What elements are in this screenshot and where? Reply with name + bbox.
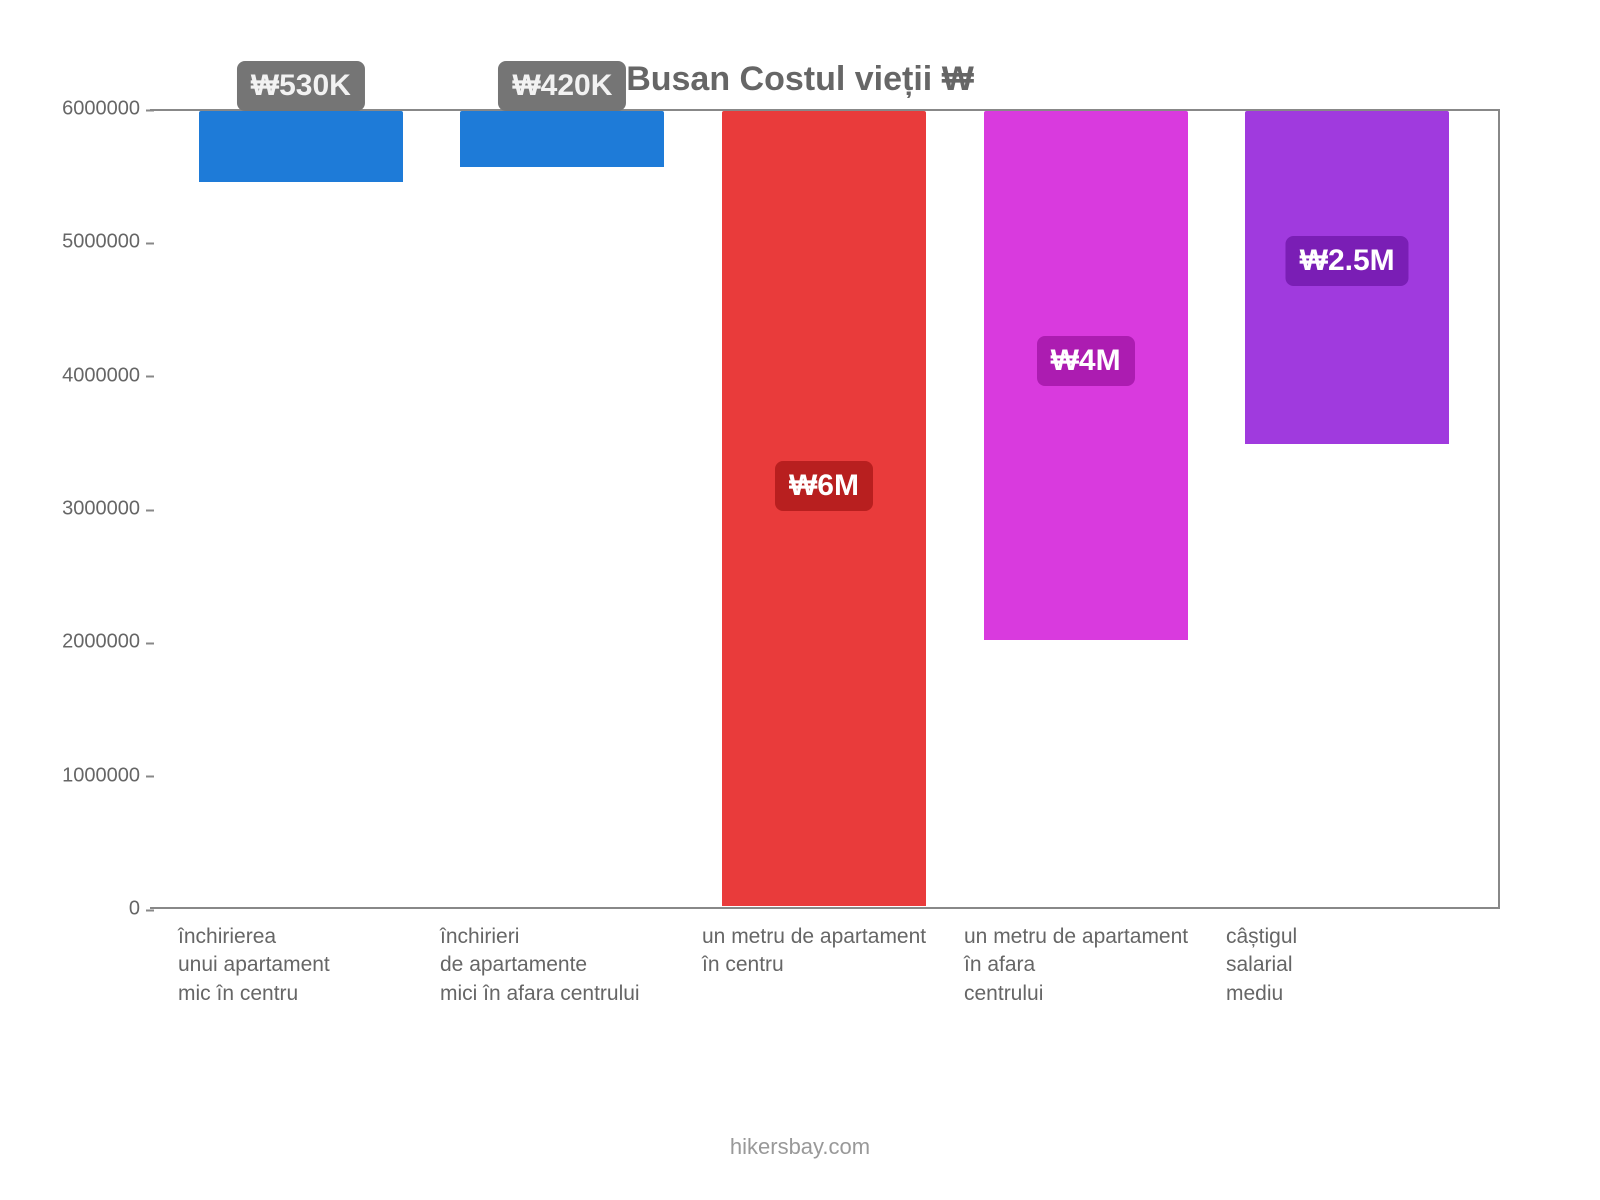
cost-of-living-chart: Busan Costul vieții ₩ ₩530K₩420K₩6M₩4M₩2… [0,0,1600,1200]
x-axis-label: închirieride apartamentemici în afara ce… [432,923,694,1008]
x-axis-label: câștigulsalarialmediu [1218,923,1480,1008]
y-tick-label: 2000000 [40,631,140,654]
bar: ₩2.5M [1245,111,1449,444]
bar: ₩6M [722,111,926,906]
y-tick-label: 3000000 [40,498,140,521]
bar-value-badge: ₩4M [1037,336,1135,386]
bar-slot: ₩420K [432,111,694,909]
bar: ₩420K [460,111,664,167]
y-tick-label: 1000000 [40,764,140,787]
bar-slot: ₩530K [170,111,432,909]
y-tick-label: 5000000 [40,231,140,254]
bar-value-badge: ₩6M [775,461,873,511]
y-tick-label: 4000000 [40,364,140,387]
x-axis-label: un metru de apartamentîn centru [694,923,956,1008]
bar: ₩4M [984,111,1188,640]
attribution-text: hikersbay.com [0,1134,1600,1160]
x-axis-label: închiriereaunui apartamentmic în centru [170,923,432,1008]
x-axis-label: un metru de apartamentîn afaracentrului [956,923,1218,1008]
x-axis-labels: închiriereaunui apartamentmic în centruî… [150,909,1500,1008]
bar-value-badge: ₩2.5M [1286,236,1409,286]
y-tick-label: 0 [40,898,140,921]
bar-value-badge: ₩420K [498,61,626,111]
bar-value-badge: ₩530K [237,61,365,111]
bars-container: ₩530K ₩420K ₩6M ₩4M ₩2.5M [150,111,1498,909]
bar: ₩530K [199,111,403,182]
bar-slot: ₩2.5M [1216,111,1478,909]
plot-area: ₩530K₩420K₩6M₩4M₩2.5M 010000002000000300… [150,109,1500,909]
bar-slot: ₩6M [693,111,955,909]
y-tick-label: 6000000 [40,98,140,121]
bar-slot: ₩4M [955,111,1217,909]
